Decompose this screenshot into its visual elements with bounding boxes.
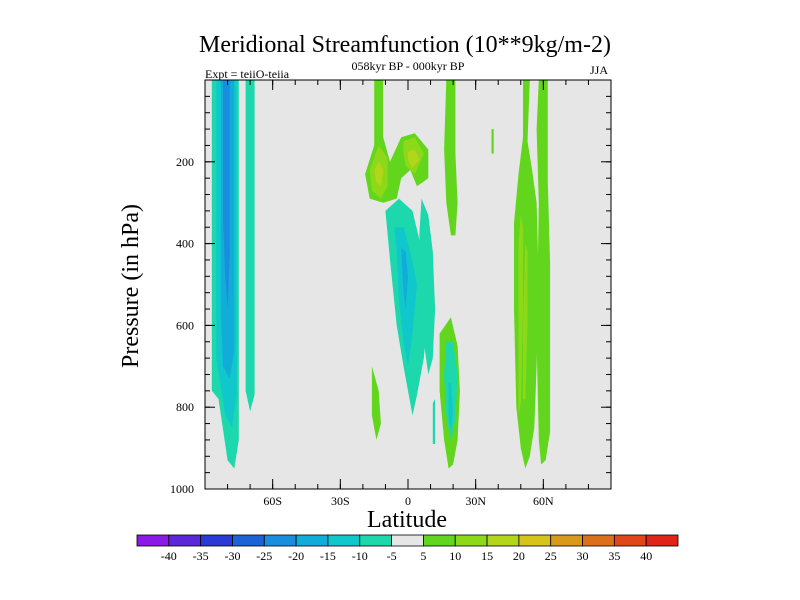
colorbar-swatch bbox=[136, 534, 170, 547]
colorbar-labels: -40 -35 -30 -25 -20 -15 -10 -5 5 10 15 20 25 30 35 40 bbox=[161, 549, 652, 563]
colorbar-swatch bbox=[263, 534, 297, 547]
colorbar-swatch bbox=[295, 534, 329, 547]
colorbar-swatch bbox=[423, 534, 456, 547]
colorbar-swatch bbox=[486, 534, 520, 547]
contour-region-3 bbox=[223, 80, 230, 309]
chart-subtitle-left: Expt = teiiO-teiia bbox=[205, 67, 290, 81]
colorbar-label: -40 bbox=[161, 549, 177, 563]
contour-regions bbox=[211, 80, 551, 469]
colorbar-label: 15 bbox=[481, 549, 493, 563]
chart-title: Meridional Streamfunction (10**9kg/m-2) bbox=[199, 32, 611, 58]
y-axis-label: Pressure (in hPa) bbox=[118, 204, 144, 368]
contour-region-12 bbox=[401, 247, 408, 309]
colorbar-swatch bbox=[168, 534, 202, 547]
x-tick-label: 30N bbox=[465, 494, 486, 508]
contour-region-23 bbox=[518, 215, 523, 416]
x-tick-label: 30S bbox=[331, 494, 350, 508]
y-tick-label: 400 bbox=[176, 237, 194, 251]
colorbar bbox=[136, 534, 679, 547]
plot-area: 60S 30S 0 30N 60N 200 400 600 800 1000 bbox=[170, 79, 612, 508]
colorbar-swatch bbox=[582, 534, 615, 547]
contour-region-20 bbox=[491, 129, 494, 154]
contour-region-14 bbox=[371, 366, 381, 440]
axis-ticks bbox=[205, 80, 611, 490]
colorbar-swatch bbox=[232, 534, 265, 547]
colorbar-swatch bbox=[518, 534, 552, 547]
contour-region-18 bbox=[448, 382, 454, 432]
colorbar-label: 20 bbox=[513, 549, 525, 563]
x-tick-label: 60S bbox=[263, 494, 282, 508]
colorbar-label: -30 bbox=[225, 549, 241, 563]
colorbar-label: -25 bbox=[256, 549, 272, 563]
x-tick-labels: 60S 30S 0 30N 60N bbox=[263, 494, 554, 508]
chart-subtitle-right: JJA bbox=[590, 63, 608, 77]
colorbar-swatch bbox=[550, 534, 583, 547]
y-tick-label: 600 bbox=[176, 318, 194, 332]
colorbar-label: -35 bbox=[193, 549, 209, 563]
colorbar-label: -15 bbox=[320, 549, 336, 563]
x-axis-label: Latitude bbox=[367, 507, 447, 533]
colorbar-swatch bbox=[391, 534, 424, 547]
colorbar-label: 35 bbox=[608, 549, 620, 563]
contour-region-13 bbox=[419, 198, 436, 375]
colorbar-swatch bbox=[645, 534, 679, 547]
colorbar-label: 40 bbox=[640, 549, 652, 563]
contour-region-22 bbox=[536, 80, 551, 465]
colorbar-label: -5 bbox=[387, 549, 397, 563]
contour-region-15 bbox=[444, 80, 458, 236]
colorbar-swatch bbox=[359, 534, 392, 547]
contour-region-24 bbox=[523, 243, 528, 399]
y-tick-label: 1000 bbox=[170, 482, 194, 496]
y-tick-labels: 200 400 600 800 1000 bbox=[170, 155, 194, 496]
colorbar-label: -20 bbox=[288, 549, 304, 563]
colorbar-swatch bbox=[613, 534, 647, 547]
contour-region-4 bbox=[245, 80, 255, 412]
contour-region-9 bbox=[408, 149, 420, 168]
chart-subtitle-center: 058kyr BP - 000kyr BP bbox=[352, 59, 465, 73]
colorbar-label: 25 bbox=[545, 549, 557, 563]
colorbar-label: -10 bbox=[352, 549, 368, 563]
y-tick-label: 200 bbox=[176, 155, 194, 169]
y-tick-label: 800 bbox=[176, 400, 194, 414]
contour-region-8 bbox=[374, 161, 384, 187]
colorbar-swatch bbox=[327, 534, 361, 547]
colorbar-label: 5 bbox=[420, 549, 426, 563]
colorbar-swatch bbox=[200, 534, 233, 547]
colorbar-swatch bbox=[454, 534, 488, 547]
x-tick-label: 0 bbox=[405, 494, 411, 508]
contour-region-19 bbox=[432, 399, 436, 444]
x-tick-label: 60N bbox=[533, 494, 554, 508]
colorbar-label: 30 bbox=[577, 549, 589, 563]
colorbar-label: 10 bbox=[449, 549, 461, 563]
